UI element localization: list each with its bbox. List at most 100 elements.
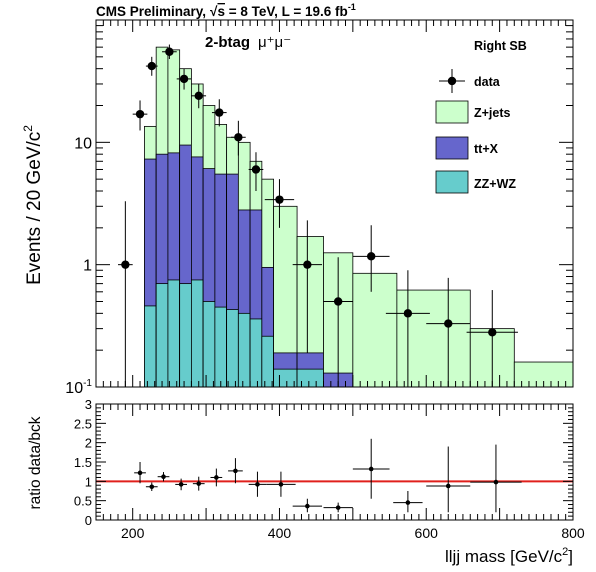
data-point-marker: [367, 252, 375, 260]
x-tick-label: 200: [121, 525, 145, 541]
legend-swatch-zjets: [436, 101, 468, 123]
ratio-y-tick-label: 3: [85, 397, 92, 412]
main-y-tick-label-base: 1: [83, 258, 92, 275]
bar-zzwz: [168, 280, 180, 387]
ratio-point: [249, 472, 267, 497]
ratio-points: [134, 439, 521, 512]
legend-entry-data: data: [439, 69, 501, 93]
data-point: [133, 100, 148, 130]
ratio-y-tick-label: 0: [85, 513, 92, 528]
data-point-marker: [303, 260, 311, 268]
main-y-label: Events / 20 GeV/c2: [21, 125, 45, 285]
data-point-marker: [275, 195, 283, 203]
ratio-y-axis: 0 0.5 1 1.5 2 2.5 3: [74, 397, 573, 528]
ratio-panel: 0 0.5 1 1.5 2 2.5 3 200 400 600 800: [74, 397, 585, 541]
ratio-y-tick-label: 2.5: [74, 416, 92, 431]
legend-swatch-ttx: [436, 137, 468, 159]
ratio-point-marker: [494, 480, 499, 485]
bar-zzwz: [227, 310, 239, 387]
main-y-tick-label-sup: -1: [83, 378, 92, 389]
btag-label: 2-btag: [205, 34, 250, 51]
legend-label-zzwz: ZZ+WZ: [474, 177, 516, 191]
data-point-marker: [195, 92, 203, 100]
ratio-point-marker: [336, 505, 341, 510]
legend-swatch-zzwz: [436, 171, 468, 193]
bar-zzwz: [215, 307, 227, 387]
main-y-label-sup: 2: [21, 125, 35, 132]
ratio-point: [323, 503, 352, 513]
data-point-marker: [404, 309, 412, 317]
ratio-point-marker: [446, 484, 451, 489]
main-y-tick-label-base: 10: [74, 135, 92, 152]
data-point-marker: [121, 260, 129, 268]
ratio-y-tick-label: 2: [85, 436, 92, 451]
main-y-tick-label: 1: [83, 258, 92, 275]
chart-header: CMS Preliminary, √s = 8 TeV, L = 19.6 fb-…: [96, 2, 356, 19]
bar-zzwz: [203, 301, 215, 387]
data-point-marker: [148, 62, 156, 70]
ratio-point-marker: [161, 474, 166, 479]
data-point-marker: [136, 110, 144, 118]
ratio-point-marker: [305, 504, 310, 509]
data-point-marker: [444, 319, 452, 327]
ratio-point: [193, 477, 205, 491]
bar-zzwz: [144, 306, 156, 387]
header-left: CMS Preliminary,: [96, 4, 206, 19]
bar-zzwz: [238, 313, 250, 387]
ratio-point-marker: [138, 471, 143, 476]
bar-zzwz: [180, 284, 192, 387]
stacked-histogram: [144, 47, 573, 387]
data-point-marker: [165, 48, 173, 56]
legend: data Z+jets tt+X ZZ+WZ: [436, 69, 516, 193]
ratio-point-marker: [279, 482, 284, 487]
ratio-point-marker: [233, 469, 238, 474]
ratio-point: [470, 445, 521, 513]
ratio-point: [393, 491, 422, 512]
x-tick-label: 400: [268, 525, 292, 541]
ratio-frame: [96, 404, 573, 520]
main-y-tick-label: 10: [74, 135, 92, 152]
x-axis-label-end: ]: [568, 547, 573, 566]
region-label: Right SB: [474, 39, 527, 53]
x-axis-label-text: lljj mass [GeV/c: [445, 547, 563, 566]
ratio-point-marker: [149, 484, 154, 489]
main-y-tick-label: 10-1: [65, 378, 92, 397]
bar-zzwz: [274, 369, 297, 387]
legend-label-ttx: tt+X: [474, 142, 499, 156]
ratio-y-tick-label: 0.5: [74, 494, 92, 509]
x-tick-label: 600: [415, 525, 439, 541]
ratio-point: [210, 469, 222, 487]
legend-data-marker: [448, 77, 456, 85]
ratio-point: [353, 439, 390, 499]
data-point-marker: [252, 165, 260, 173]
ratio-point: [426, 447, 470, 513]
data-point-marker: [488, 328, 496, 336]
lumi-exponent: -1: [348, 2, 356, 12]
header-energy: = 8 TeV, L = 19.6 fb: [225, 4, 348, 19]
ratio-point-marker: [369, 467, 374, 472]
sqrt-s: s: [217, 4, 225, 19]
x-tick-label: 800: [561, 525, 585, 541]
legend-label-zjets: Z+jets: [474, 106, 511, 120]
main-y-label-text: Events / 20 GeV/c: [24, 132, 45, 285]
ratio-point: [158, 472, 170, 481]
bar-zzwz: [262, 336, 274, 387]
ratio-y-label: ratio data/bck: [27, 416, 44, 509]
ratio-point-marker: [179, 482, 184, 487]
legend-label-data: data: [474, 75, 501, 89]
ratio-y-tick-label: 1: [85, 474, 92, 489]
ratio-point-marker: [214, 475, 219, 480]
main-y-tick-label-base: 10: [65, 380, 83, 397]
bar-zjets: [353, 273, 397, 387]
data-point-marker: [215, 108, 223, 116]
legend-entry-ttx: tt+X: [436, 137, 499, 159]
ratio-point: [293, 499, 322, 513]
ratio-point: [266, 472, 295, 497]
data-point-marker: [180, 75, 188, 83]
ratio-y-tick-label: 1.5: [74, 455, 92, 470]
data-point: [118, 201, 133, 387]
bar-zzwz: [156, 284, 168, 387]
ratio-point: [134, 462, 146, 483]
x-axis-label: lljj mass [GeV/c2]: [445, 546, 573, 566]
